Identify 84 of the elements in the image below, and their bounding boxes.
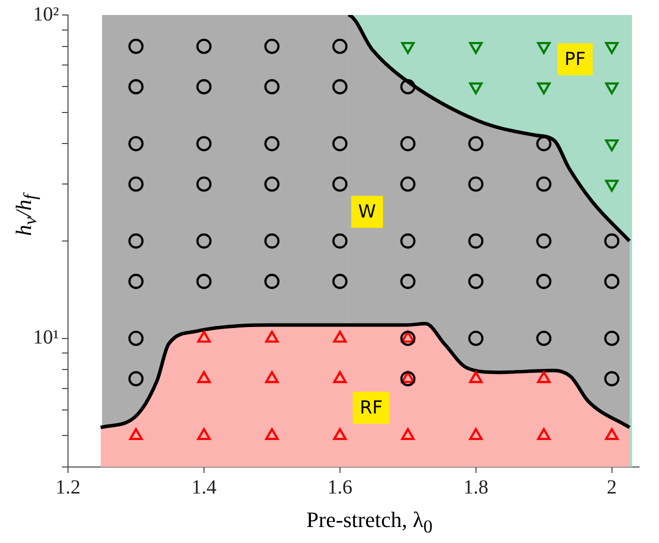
point bbox=[332, 136, 348, 152]
point bbox=[264, 38, 280, 54]
point bbox=[400, 371, 416, 386]
point bbox=[333, 330, 347, 343]
point bbox=[197, 428, 211, 440]
point bbox=[605, 42, 619, 54]
point bbox=[400, 274, 416, 289]
annotation: PF bbox=[564, 48, 586, 70]
point bbox=[604, 233, 620, 249]
point bbox=[265, 371, 279, 384]
point bbox=[537, 42, 551, 54]
point bbox=[128, 371, 144, 386]
point bbox=[536, 330, 552, 346]
annotation: RF bbox=[360, 397, 383, 418]
point bbox=[536, 176, 552, 192]
point bbox=[332, 38, 348, 54]
point bbox=[333, 371, 347, 384]
point bbox=[332, 79, 348, 94]
point bbox=[468, 136, 484, 152]
point bbox=[401, 42, 415, 54]
point bbox=[468, 176, 484, 192]
point bbox=[400, 176, 416, 192]
point bbox=[605, 82, 619, 94]
point bbox=[604, 371, 620, 386]
point bbox=[536, 136, 552, 152]
point bbox=[332, 274, 348, 289]
point bbox=[128, 176, 144, 192]
point bbox=[400, 233, 416, 249]
point bbox=[264, 176, 280, 192]
point bbox=[332, 176, 348, 192]
point bbox=[196, 233, 212, 249]
point bbox=[265, 428, 279, 440]
point bbox=[536, 233, 552, 249]
point bbox=[469, 42, 483, 54]
point bbox=[196, 38, 212, 54]
point bbox=[264, 274, 280, 289]
point bbox=[196, 176, 212, 192]
x-tick-label: 1.6 bbox=[327, 476, 352, 498]
x-tick-label: 1.2 bbox=[55, 476, 80, 498]
point bbox=[265, 330, 279, 343]
point bbox=[537, 371, 551, 384]
point bbox=[537, 82, 551, 94]
annotation: W bbox=[358, 202, 376, 223]
point bbox=[605, 428, 619, 440]
point bbox=[400, 330, 416, 346]
point bbox=[469, 371, 483, 384]
x-tick-label: 1.4 bbox=[191, 476, 216, 498]
point bbox=[128, 136, 144, 152]
point bbox=[468, 233, 484, 249]
point bbox=[128, 233, 144, 249]
point bbox=[332, 233, 348, 249]
point bbox=[196, 79, 212, 94]
point bbox=[197, 371, 211, 384]
point bbox=[197, 330, 211, 343]
point bbox=[196, 136, 212, 152]
point bbox=[264, 136, 280, 152]
point bbox=[128, 38, 144, 54]
point bbox=[401, 371, 415, 384]
point bbox=[264, 233, 280, 249]
point bbox=[469, 82, 483, 94]
point bbox=[401, 330, 415, 343]
point bbox=[604, 330, 620, 346]
point bbox=[468, 330, 484, 346]
point bbox=[400, 79, 416, 94]
point bbox=[605, 139, 619, 152]
point bbox=[128, 330, 144, 346]
y-tick-label: 10² bbox=[32, 3, 59, 26]
point bbox=[129, 428, 143, 440]
point bbox=[264, 79, 280, 94]
point bbox=[401, 428, 415, 440]
point bbox=[536, 274, 552, 289]
point bbox=[400, 136, 416, 152]
point bbox=[468, 274, 484, 289]
point bbox=[604, 274, 620, 289]
point bbox=[469, 428, 483, 440]
point bbox=[537, 428, 551, 440]
point bbox=[333, 428, 347, 440]
x-tick-label: 2 bbox=[606, 476, 617, 498]
x-axis-title: Pre-stretch, λ$_{0}$ bbox=[305, 506, 434, 537]
point bbox=[128, 79, 144, 94]
point bbox=[128, 274, 144, 289]
x-tick-label: 1.8 bbox=[463, 476, 488, 498]
point bbox=[196, 274, 212, 289]
y-tick-label: 10¹ bbox=[32, 326, 59, 349]
